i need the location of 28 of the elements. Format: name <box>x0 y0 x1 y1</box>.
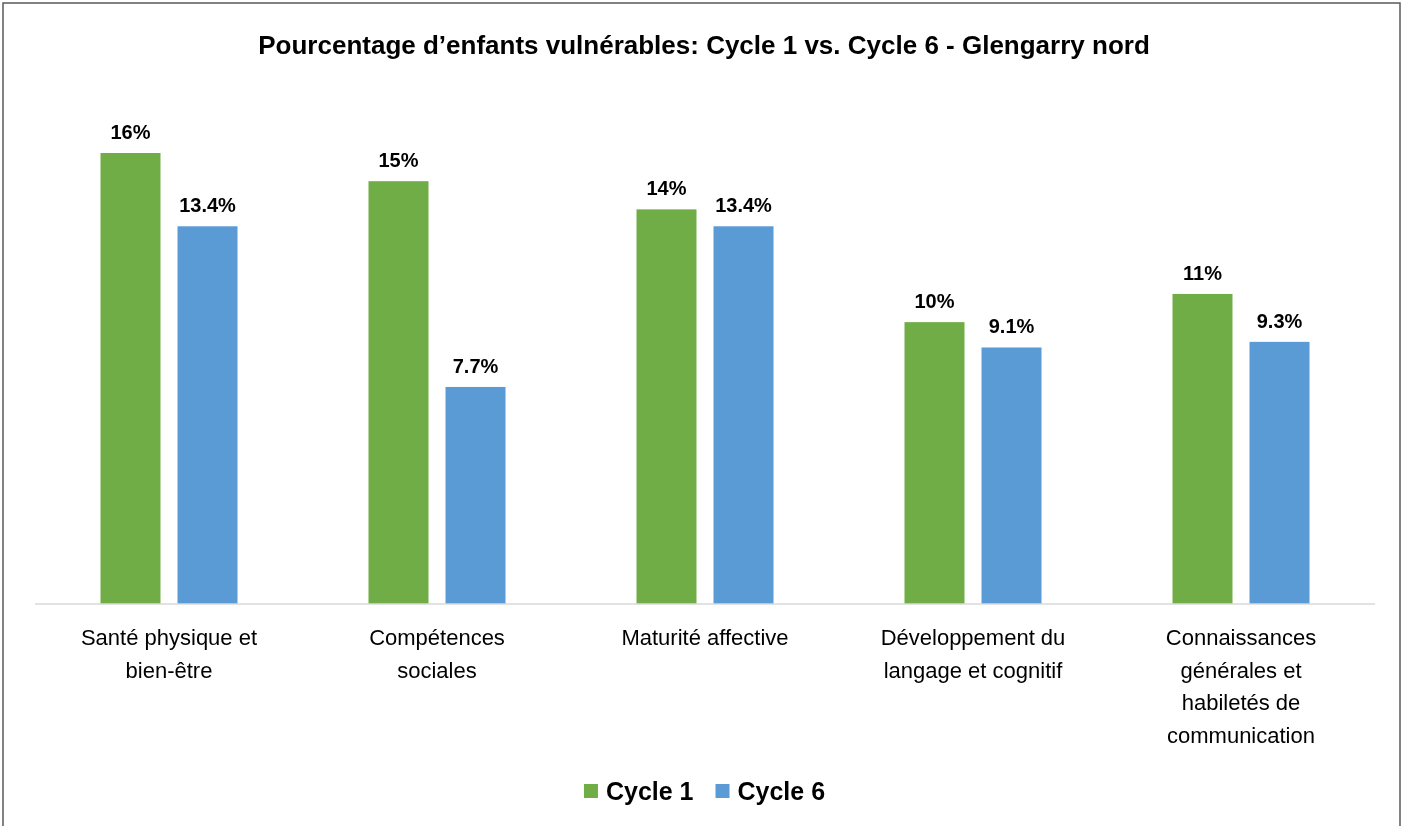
bar <box>177 226 238 604</box>
bar <box>445 386 506 604</box>
data-label: 13.4% <box>715 194 773 217</box>
x-tick-label: Compétences sociales <box>369 625 505 683</box>
bar <box>636 209 697 604</box>
data-label: 9.3% <box>1256 309 1303 332</box>
bar <box>981 347 1042 604</box>
data-label: 14% <box>646 177 687 200</box>
bar <box>904 322 965 604</box>
data-label: 10% <box>914 290 955 313</box>
data-label: 7.7% <box>452 354 499 377</box>
legend-label: Cycle 1 <box>605 777 694 805</box>
data-label: 13.4% <box>179 194 237 217</box>
bar <box>713 226 774 604</box>
chart-title: Pourcentage d’enfants vulnérables: Cycle 1 vs. Cycle 6 - Glengarry nord <box>258 30 1150 60</box>
data-label: 11% <box>1183 261 1223 284</box>
bar <box>1172 293 1233 604</box>
bar <box>1249 341 1310 604</box>
bar <box>368 181 429 604</box>
x-tick-label: Développement du langage et cognitif <box>880 625 1066 683</box>
bar <box>100 153 161 604</box>
x-tick-label: Santé physique et bien-être <box>80 625 258 683</box>
x-tick-label: Connaissances générales et habiletés de communication <box>1165 625 1317 748</box>
data-label: 9.1% <box>988 315 1035 338</box>
x-tick-label: Maturité affective <box>621 625 789 650</box>
data-label: 15% <box>378 149 419 172</box>
legend-label: Cycle 6 <box>737 777 826 805</box>
data-label: 16% <box>110 121 151 143</box>
